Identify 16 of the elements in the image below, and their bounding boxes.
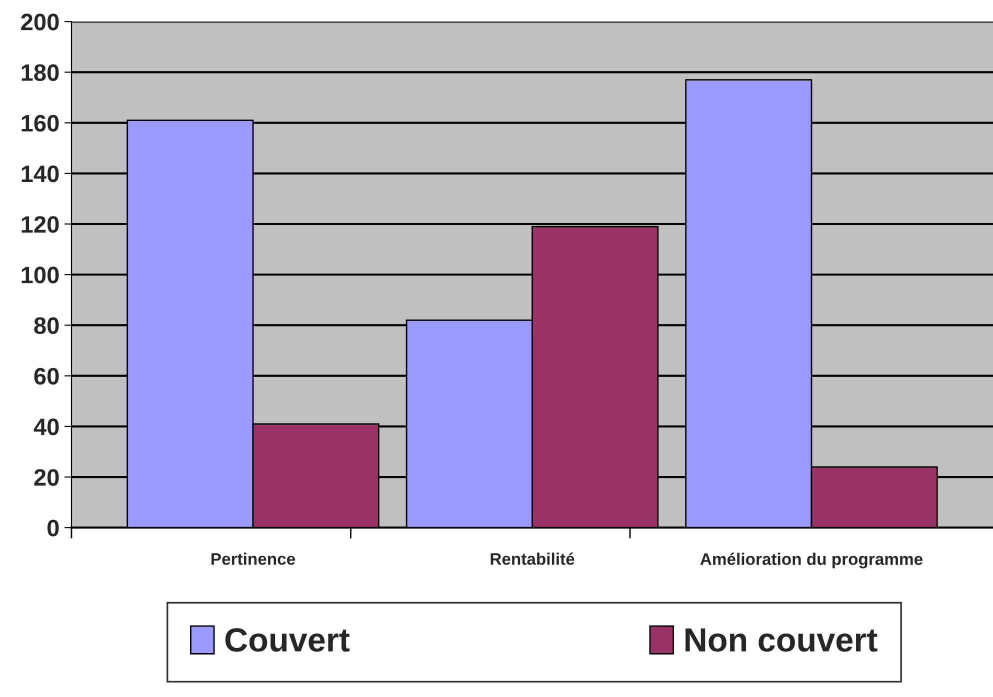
y-tick-label: 200 — [21, 14, 59, 30]
y-tick-label: 100 — [22, 266, 59, 284]
y-tick-label: 60 — [34, 368, 59, 385]
y-tick-label: 80 — [34, 317, 59, 334]
x-tick-label: Rentabilité — [490, 552, 574, 565]
x-tick-label: Amélioration du programme — [700, 552, 923, 568]
y-tick-label: 140 — [22, 165, 59, 182]
y-tick-label: 40 — [34, 418, 59, 436]
y-tick-label: 160 — [22, 114, 59, 132]
y-tick-label: 20 — [34, 469, 59, 486]
legend-label: Non couvert — [686, 628, 878, 652]
legend-label: Couvert — [225, 628, 350, 652]
y-tick-label: 180 — [22, 64, 59, 81]
y-tick-label: 0 — [47, 520, 59, 536]
x-tick-label: Pertinence — [212, 552, 296, 565]
y-tick-label: 120 — [22, 216, 59, 233]
